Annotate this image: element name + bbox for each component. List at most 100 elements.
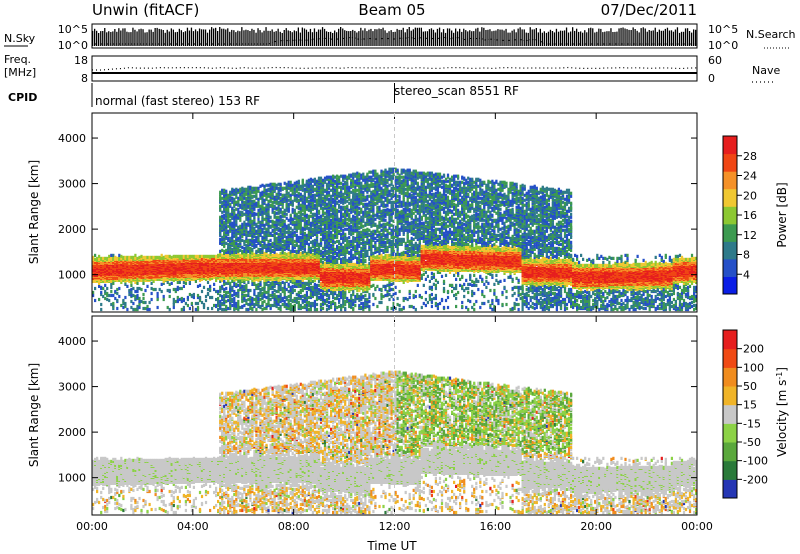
heatmap-cell <box>293 281 296 285</box>
heatmap-cell <box>237 207 240 211</box>
heatmap-cell <box>128 268 131 272</box>
heatmap-cell <box>231 234 234 238</box>
nsky-bar <box>170 28 172 46</box>
heatmap-cell <box>281 237 284 241</box>
nsky-bar <box>604 31 606 46</box>
heatmap-cell <box>293 208 296 212</box>
heatmap-cell <box>215 303 218 308</box>
heatmap-cell <box>136 286 139 291</box>
heatmap-cell <box>184 272 188 276</box>
heatmap-cell <box>219 221 222 225</box>
heatmap-cell <box>112 256 115 260</box>
nsky-bar <box>684 28 687 46</box>
heatmap-cell <box>233 239 236 243</box>
heatmap-cell <box>247 203 250 207</box>
freq-tick-top: 18 <box>74 54 88 67</box>
heatmap-cell <box>277 306 280 311</box>
nsky-bar <box>92 30 94 46</box>
heatmap-cell <box>150 264 153 268</box>
heatmap-cell <box>249 206 252 210</box>
heatmap-cell <box>277 282 280 286</box>
heatmap-cell <box>166 254 169 258</box>
heatmap-cell <box>247 230 250 234</box>
heatmap-cell <box>138 305 141 310</box>
nsky-bar <box>231 29 233 46</box>
heatmap-cell <box>225 209 228 213</box>
heatmap-cell <box>172 254 175 258</box>
nsky-bar <box>491 31 493 46</box>
heatmap-cell <box>229 296 232 301</box>
nsky-bar <box>567 32 570 46</box>
heatmap-cell <box>225 215 228 219</box>
heatmap-cell <box>293 198 296 202</box>
heatmap-cell <box>182 254 186 258</box>
heatmap-cell <box>283 299 286 304</box>
heatmap-cell <box>273 245 276 249</box>
heatmap-cell <box>283 186 286 190</box>
heatmap-cell <box>285 212 288 216</box>
heatmap-cell <box>273 187 276 191</box>
heatmap-cell <box>269 231 272 235</box>
heatmap-cell <box>245 283 248 287</box>
heatmap-cell <box>204 275 208 279</box>
nsky-bar <box>311 32 314 46</box>
heatmap-cell <box>233 243 236 247</box>
heatmap-cell <box>301 286 304 291</box>
nsky-bar <box>152 31 154 46</box>
heatmap-cell <box>291 217 294 221</box>
nsky-bar <box>517 28 519 46</box>
heatmap-cell <box>142 281 145 285</box>
heatmap-cell <box>287 218 290 222</box>
heatmap-cell <box>253 241 256 245</box>
nsky-bar <box>196 31 199 46</box>
nsky-bar <box>348 31 350 46</box>
heatmap-cell <box>182 277 186 281</box>
heatmap-cell <box>271 271 274 275</box>
heatmap-cell <box>301 294 304 299</box>
heatmap-cell <box>241 230 244 234</box>
heatmap-cell <box>134 267 137 271</box>
nsky-bar <box>501 29 503 46</box>
heatmap-cell <box>219 194 222 198</box>
nsky-bar <box>132 27 134 46</box>
heatmap-cell <box>269 281 272 285</box>
heatmap-cell <box>269 186 272 190</box>
heatmap-cell <box>239 197 242 201</box>
heatmap-cell <box>305 300 309 305</box>
heatmap-cell <box>281 232 284 236</box>
heatmap-cell <box>243 289 246 294</box>
heatmap-cell <box>106 256 109 260</box>
heatmap-cell <box>221 214 224 218</box>
nsky-panel: N.Sky 10^5 10^0 10^5 10^0 N.Search <box>4 23 796 52</box>
nsky-bar <box>98 33 100 46</box>
heatmap-cell <box>255 224 258 228</box>
heatmap-cell <box>184 261 188 265</box>
heatmap-cell <box>301 242 304 246</box>
nsky-bar <box>307 31 310 46</box>
heatmap-cell <box>188 280 192 284</box>
nsky-bar <box>182 32 185 46</box>
heatmap-cell <box>219 288 222 293</box>
heatmap-cell <box>297 300 300 305</box>
nsky-bar <box>138 29 140 46</box>
nsky-bar <box>680 31 683 46</box>
heatmap-cell <box>287 191 290 195</box>
heatmap-cell <box>106 293 109 298</box>
heatmap-cell <box>160 274 163 278</box>
heatmap-cell <box>263 266 266 270</box>
heatmap-cell <box>126 274 129 278</box>
heatmap-cell <box>253 291 256 296</box>
heatmap-cell <box>130 305 133 310</box>
heatmap-cell <box>241 227 244 231</box>
nsky-bar <box>400 29 402 46</box>
heatmap-cell <box>285 295 288 300</box>
heatmap-cell <box>237 302 240 307</box>
heatmap-cell <box>293 190 296 194</box>
heatmap-cell <box>223 206 226 210</box>
heatmap-cell <box>211 306 214 311</box>
nsky-bar <box>160 29 162 46</box>
heatmap-cell <box>229 300 232 305</box>
heatmap-cell <box>273 238 276 242</box>
heatmap-cell <box>307 303 311 308</box>
heatmap-cell <box>263 192 266 196</box>
